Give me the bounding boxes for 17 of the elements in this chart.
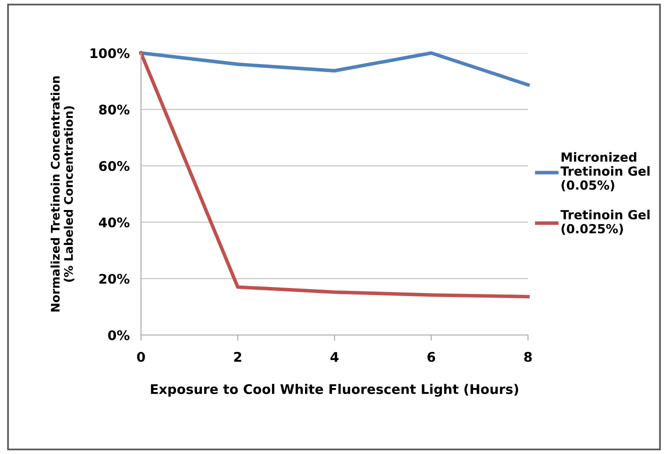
x-tick-label: 4 xyxy=(330,352,338,362)
y-axis-title: Normalized Tretinoin Concentration (% Labeled Concentration) xyxy=(50,76,74,312)
line-series xyxy=(139,51,530,298)
y-tick-label: 100% xyxy=(90,48,130,58)
y-tick-label: 80% xyxy=(99,104,130,115)
x-tick-label: 6 xyxy=(427,352,436,362)
line-series xyxy=(139,51,530,87)
x-axis-title: Exposure to Cool White Fluorescent Light (Hours) xyxy=(150,384,518,397)
y-tick-label: 40% xyxy=(98,217,130,228)
legend-label: Micronized Tretinoin Gel (0.05%) xyxy=(560,152,650,192)
y-tick-label: 60% xyxy=(99,161,130,171)
legend-label: Tretinoin Gel (0.025%) xyxy=(560,210,650,235)
x-tick-label: 2 xyxy=(234,352,242,362)
y-tick-label: 20% xyxy=(99,274,130,284)
x-tick-label: 0 xyxy=(137,352,145,362)
x-tick-label: 8 xyxy=(524,352,532,362)
y-tick-label: 0% xyxy=(108,330,130,340)
